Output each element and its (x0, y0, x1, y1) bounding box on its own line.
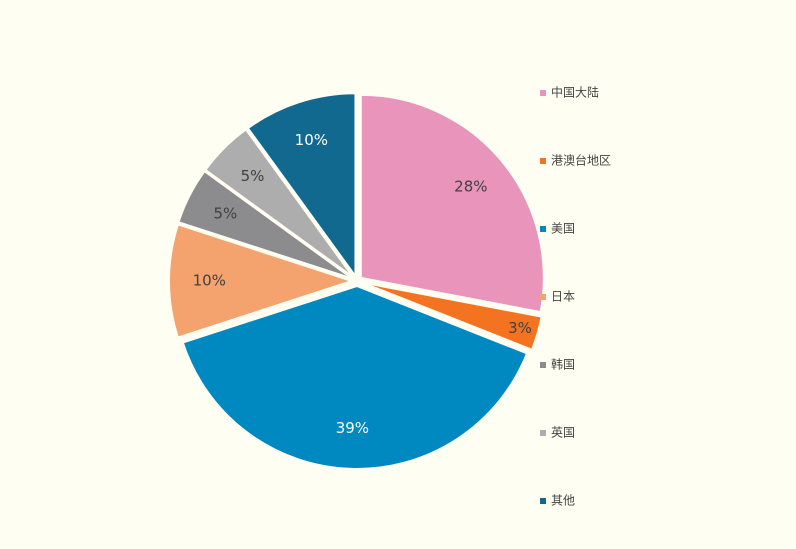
legend-swatch (540, 498, 546, 504)
legend-swatch (540, 90, 546, 96)
legend-label: 中国大陆 (551, 85, 599, 100)
legend-label: 美国 (551, 222, 575, 236)
pie-slice (246, 92, 357, 280)
legend-swatch (540, 226, 546, 232)
data-label: 10% (295, 131, 328, 149)
data-label: 10% (193, 272, 226, 290)
legend-swatch (540, 294, 546, 300)
legend-swatch (540, 362, 546, 368)
pie-slice (168, 223, 356, 339)
data-label: 5% (241, 167, 265, 185)
data-label: 28% (454, 177, 487, 195)
pie-slice (361, 281, 543, 352)
pie-slice (204, 128, 355, 279)
pie-slice (181, 284, 529, 470)
data-label: 5% (213, 204, 237, 222)
pie-slice (177, 169, 354, 280)
legend-label: 韩国 (551, 357, 575, 372)
data-label: 3% (508, 319, 532, 337)
pie-slice (359, 93, 545, 314)
data-label: 39% (336, 419, 369, 437)
legend-swatch (540, 430, 546, 436)
legend-swatch (540, 158, 546, 164)
legend-label: 港澳台地区 (551, 153, 611, 168)
legend-label: 其他 (551, 494, 575, 508)
legend-label: 日本 (551, 290, 575, 304)
legend-label: 英国 (551, 426, 575, 440)
